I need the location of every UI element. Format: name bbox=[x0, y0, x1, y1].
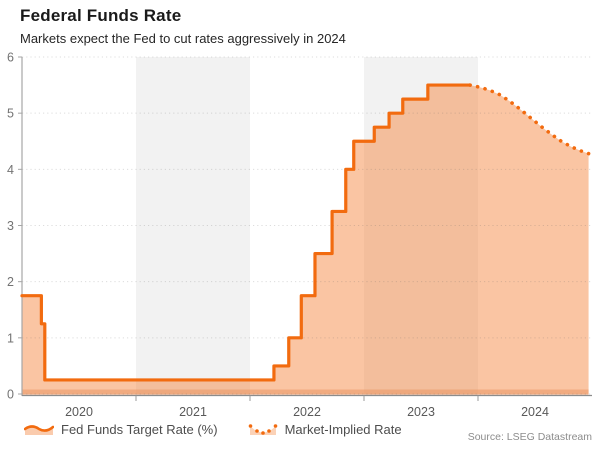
y-tick-label: 6 bbox=[7, 51, 14, 65]
year-band bbox=[364, 57, 478, 395]
market-implied-rate-line bbox=[468, 83, 591, 156]
x-year-label: 2024 bbox=[521, 405, 549, 419]
y-tick-label: 3 bbox=[7, 219, 14, 233]
y-tick-label: 4 bbox=[7, 163, 14, 177]
solid-line-area-icon bbox=[24, 425, 54, 435]
legend-label: Fed Funds Target Rate (%) bbox=[61, 421, 218, 437]
fed-funds-target-rate-line bbox=[20, 83, 472, 382]
dotted-line-area-icon bbox=[248, 424, 277, 435]
legend-item-market-implied: Market-Implied Rate bbox=[248, 422, 402, 437]
x-year-label: 2022 bbox=[293, 405, 321, 419]
x-year-label: 2023 bbox=[407, 405, 435, 419]
y-tick-label: 5 bbox=[7, 107, 14, 121]
source-attribution: Source: LSEG Datastream bbox=[467, 431, 592, 443]
y-tick-label: 0 bbox=[7, 388, 14, 402]
x-year-label: 2021 bbox=[179, 405, 207, 419]
baseline-strip bbox=[22, 389, 589, 396]
page-title: Federal Funds Rate bbox=[20, 6, 182, 25]
year-band bbox=[136, 57, 250, 395]
chart-legend: Fed Funds Target Rate (%) Market-Implied… bbox=[24, 420, 402, 438]
y-tick-label: 1 bbox=[7, 331, 14, 345]
chart-subtitle: Markets expect the Fed to cut rates aggr… bbox=[20, 31, 346, 46]
series-area-fill bbox=[22, 85, 589, 394]
y-tick-label: 2 bbox=[7, 275, 14, 289]
legend-label: Market-Implied Rate bbox=[284, 421, 402, 437]
legend-item-target-rate: Fed Funds Target Rate (%) bbox=[24, 422, 218, 437]
x-year-label: 2020 bbox=[65, 405, 93, 419]
